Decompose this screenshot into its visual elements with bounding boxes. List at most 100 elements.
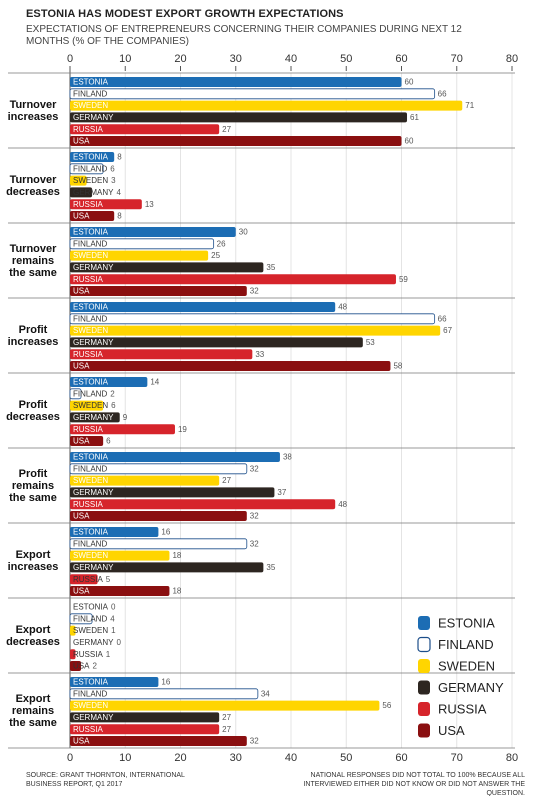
value-label: 32 — [250, 512, 259, 521]
legend-swatch — [417, 636, 431, 653]
bar — [70, 562, 264, 573]
value-label: 19 — [178, 425, 187, 434]
bar — [70, 199, 142, 210]
bar-series-label: USA — [73, 212, 90, 221]
category-label: Export increases — [7, 548, 59, 573]
value-label: 0 — [116, 638, 121, 647]
bar — [70, 286, 247, 296]
bar — [70, 325, 441, 336]
bar — [69, 88, 436, 100]
bar-series-label: FINLAND — [73, 689, 107, 698]
bar — [70, 511, 247, 521]
value-label: 1 — [106, 650, 111, 659]
value-label: 27 — [222, 125, 231, 134]
value-label: 32 — [250, 287, 259, 296]
bar-series-label: GERMANY — [73, 488, 114, 497]
value-label: 1 — [111, 626, 116, 635]
bar-series-label: USA — [73, 587, 90, 596]
bar-series-label: GERMANY — [73, 563, 114, 572]
bar — [69, 313, 436, 325]
bar-series-label: RUSSIA — [73, 350, 103, 359]
bar — [70, 124, 220, 135]
value-label: 32 — [250, 464, 259, 473]
value-label: 16 — [161, 528, 170, 537]
value-label: 30 — [239, 228, 248, 237]
category-label: Profit decreases — [6, 398, 60, 423]
value-label: 13 — [145, 200, 154, 209]
value-label: 38 — [283, 453, 292, 462]
legend-swatch — [418, 616, 430, 630]
bar — [70, 100, 463, 111]
value-label: 27 — [222, 713, 231, 722]
bar — [70, 452, 280, 462]
value-label: 32 — [250, 539, 259, 548]
category-label: Turnover remains the same — [9, 242, 57, 279]
value-label: 66 — [438, 314, 447, 323]
chart-subtitle: EXPECTATIONS OF ENTREPRENEURS CONCERNING… — [26, 24, 462, 47]
bar — [70, 736, 247, 746]
bar — [70, 550, 170, 561]
bar-series-label: ESTONIA — [73, 153, 109, 162]
bar-series-label: ESTONIA — [73, 528, 109, 537]
bar — [69, 388, 82, 400]
bar-series-label: GERMANY — [73, 188, 114, 197]
value-label: 60 — [405, 78, 414, 87]
bar-series-label: GERMANY — [73, 713, 114, 722]
x-tick-label: 0 — [67, 752, 73, 764]
value-label: 35 — [266, 563, 275, 572]
bar-series-label: RUSSIA — [73, 725, 103, 734]
bar — [70, 152, 115, 162]
bar — [70, 677, 159, 687]
value-label: 60 — [405, 137, 414, 146]
value-label: 18 — [172, 587, 181, 596]
legend-swatch — [418, 702, 430, 716]
value-label: 4 — [110, 614, 115, 623]
value-label: 66 — [438, 89, 447, 98]
bar — [69, 613, 93, 625]
value-label: 27 — [222, 725, 231, 734]
bar — [70, 475, 220, 486]
x-tick-label: 30 — [230, 752, 242, 764]
bar — [70, 361, 391, 371]
bar-series-label: GERMANY — [73, 263, 114, 272]
bar-series-label: USA — [73, 437, 90, 446]
bar — [70, 302, 336, 312]
category-label: Export decreases — [6, 623, 60, 648]
category-label: Profit increases — [7, 323, 59, 348]
bar-series-label: FINLAND — [73, 539, 107, 548]
bar — [70, 649, 76, 660]
bar-series-label: FINLAND — [73, 89, 107, 98]
bar-series-label: USA — [73, 362, 90, 371]
bar-series-label: GERMANY — [73, 338, 114, 347]
bar-series-label: SWEDEN — [73, 251, 108, 260]
bar-series-label: RUSSIA — [73, 575, 103, 584]
value-label: 53 — [366, 338, 375, 347]
legend-label: FINLAND — [438, 637, 494, 652]
bar — [70, 436, 104, 446]
value-label: 56 — [382, 701, 391, 710]
value-label: 6 — [106, 437, 111, 446]
legend-label: USA — [438, 723, 465, 738]
bar-series-label: SWEDEN — [73, 326, 108, 335]
bar-series-label: FINLAND — [73, 464, 107, 473]
value-label: 6 — [110, 164, 115, 173]
value-label: 9 — [123, 413, 128, 422]
x-tick-label: 80 — [506, 752, 518, 764]
chart-title: ESTONIA HAS MODEST EXPORT GROWTH EXPECTA… — [26, 8, 344, 20]
bar-series-label: SWEDEN — [73, 626, 108, 635]
bar — [70, 574, 98, 585]
bar — [70, 211, 115, 221]
bar-series-label: ESTONIA — [73, 78, 109, 87]
bar — [70, 400, 104, 411]
bar — [70, 424, 175, 435]
value-label: 8 — [117, 212, 122, 221]
bar-series-label: GERMANY — [73, 113, 114, 122]
bar-series-label: USA — [73, 662, 90, 671]
bar — [70, 487, 275, 498]
source-note: SOURCE: GRANT THORNTON, INTERNATIONAL BU… — [26, 772, 185, 788]
bar-series-label: ESTONIA — [73, 303, 109, 312]
legend-label: GERMANY — [438, 680, 504, 695]
value-label: 4 — [116, 188, 121, 197]
bar — [70, 262, 264, 273]
